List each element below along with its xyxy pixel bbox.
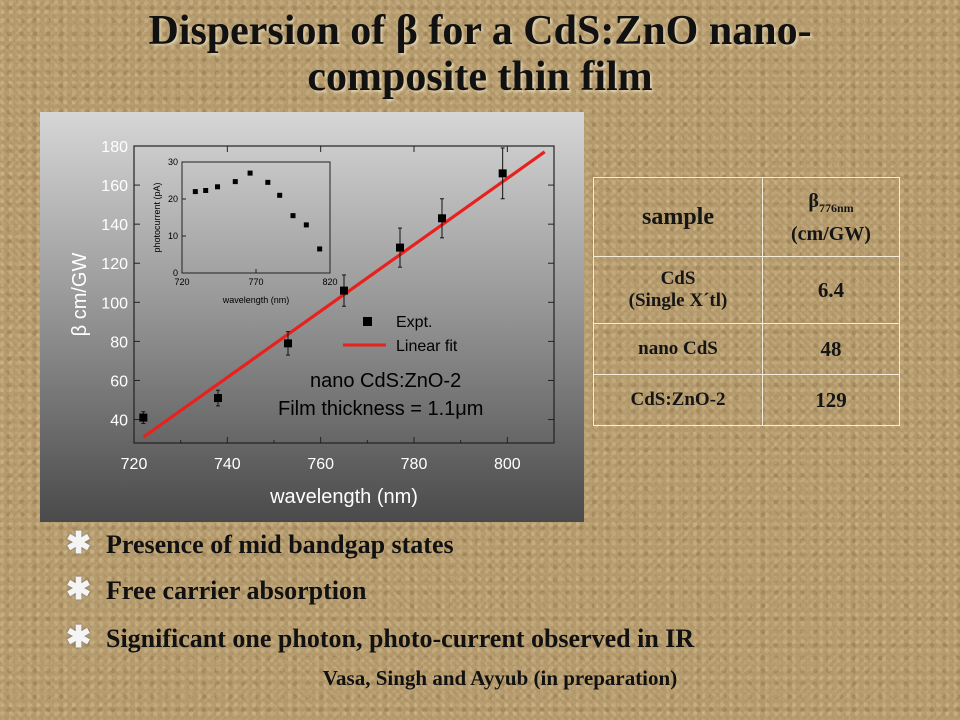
inset-data-point — [290, 213, 296, 219]
data-point — [284, 339, 292, 348]
table-row-sample: CdS:ZnO-2 — [593, 374, 763, 426]
x-tick-label: 740 — [214, 456, 241, 473]
data-point — [139, 413, 148, 422]
legend-marker-expt — [363, 317, 372, 326]
chart-annotation-sample: nano CdS:ZnO-2 — [310, 370, 461, 392]
header-beta-unit: (cm/GW) — [791, 222, 871, 245]
table-row-sample: nano CdS — [593, 323, 763, 375]
inset-data-point — [192, 189, 198, 195]
inset-y-axis-label: photocurrent (pA) — [152, 182, 162, 252]
y-tick-label: 60 — [110, 373, 128, 390]
inset-data-point — [232, 179, 238, 185]
header-sample: sample — [593, 177, 763, 257]
asterisk-icon: ✱ — [66, 621, 92, 654]
x-tick-label: 760 — [307, 456, 334, 473]
bullet-text: Significant one photon, photo-current ob… — [106, 624, 695, 653]
bullet-item: ✱ Significant one photon, photo-current o… — [66, 620, 694, 655]
y-tick-label: 140 — [101, 217, 128, 234]
x-tick-label: 780 — [401, 456, 428, 473]
inset-data-point — [277, 192, 283, 198]
asterisk-icon: ✱ — [66, 527, 92, 560]
x-axis-label: wavelength (nm) — [269, 486, 418, 508]
inset-data-point — [215, 184, 221, 190]
inset-data-point — [247, 170, 253, 176]
inset-y-tick-label: 20 — [168, 194, 178, 204]
title-line-2: composite thin film — [307, 54, 653, 100]
header-beta-symbol: β — [808, 189, 819, 212]
bullet-text: Free carrier absorption — [106, 576, 367, 605]
inset-data-point — [303, 222, 309, 228]
inset-x-tick-label: 770 — [248, 277, 263, 287]
header-beta: β776nm (cm/GW) — [762, 177, 900, 257]
title-line-1: Dispersion of β for a CdS:ZnO nano- — [148, 8, 812, 54]
plot-frame — [133, 145, 555, 444]
y-axis-label: β cm/GW — [69, 253, 91, 337]
y-tick-label: 120 — [101, 256, 128, 273]
y-tick-label: 40 — [110, 413, 128, 430]
beta-table: sample β776nm (cm/GW) CdS (Single X´tl) … — [593, 177, 900, 426]
data-point — [498, 169, 507, 178]
inset-x-tick-label: 820 — [322, 277, 337, 287]
x-tick-label: 720 — [121, 456, 148, 473]
slide-title: Dispersion of β for a CdS:ZnO nano- comp… — [0, 8, 960, 100]
x-tick-label: 800 — [494, 456, 521, 473]
data-point — [340, 286, 348, 295]
y-tick-label: 180 — [101, 139, 128, 156]
data-point — [396, 243, 404, 252]
sample-detail: (Single X´tl) — [628, 290, 728, 311]
inset-data-point — [203, 187, 209, 193]
chart-panel: 720 740 760 780 800 40 60 80 100 120 140 160 180 wave… — [40, 112, 584, 522]
table-row-sample: CdS (Single X´tl) — [593, 256, 763, 324]
credit-line: Vasa, Singh and Ayyub (in preparation) — [322, 666, 678, 690]
legend-label-expt: Expt. — [396, 314, 432, 331]
bullet-item: ✱ Free carrier absorption — [66, 572, 366, 607]
inset-x-tick-label: 720 — [174, 277, 189, 287]
beta-dispersion-chart: 720 740 760 780 800406080100120140160180wave… — [69, 139, 555, 508]
legend-label-fit: Linear fit — [396, 338, 458, 355]
table-row-value: 6.4 — [762, 256, 900, 324]
header-beta-sub: 776nm — [818, 200, 854, 215]
bullet-item: ✱ Presence of mid bandgap states — [66, 526, 454, 561]
y-tick-label: 100 — [101, 295, 128, 312]
inset-frame — [181, 161, 331, 274]
table-row-value: 129 — [762, 374, 900, 426]
bullet-text: Presence of mid bandgap states — [106, 530, 454, 559]
y-tick-label: 80 — [110, 334, 128, 351]
asterisk-icon: ✱ — [66, 573, 92, 606]
inset-data-point — [317, 246, 323, 252]
y-tick-label: 160 — [101, 178, 128, 195]
table-row-value: 48 — [762, 323, 900, 375]
inset-y-tick-label: 10 — [168, 231, 178, 241]
data-point — [438, 214, 446, 223]
inset-y-tick-label: 30 — [168, 157, 178, 167]
chart-annotation-thickness: Film thickness = 1.1μm — [278, 398, 483, 420]
inset-data-point — [265, 179, 271, 185]
sample-name: CdS — [660, 268, 696, 289]
inset-y-tick-label: 0 — [173, 268, 178, 278]
data-point — [214, 394, 222, 403]
inset-x-axis-label: wavelength (nm) — [222, 295, 290, 305]
